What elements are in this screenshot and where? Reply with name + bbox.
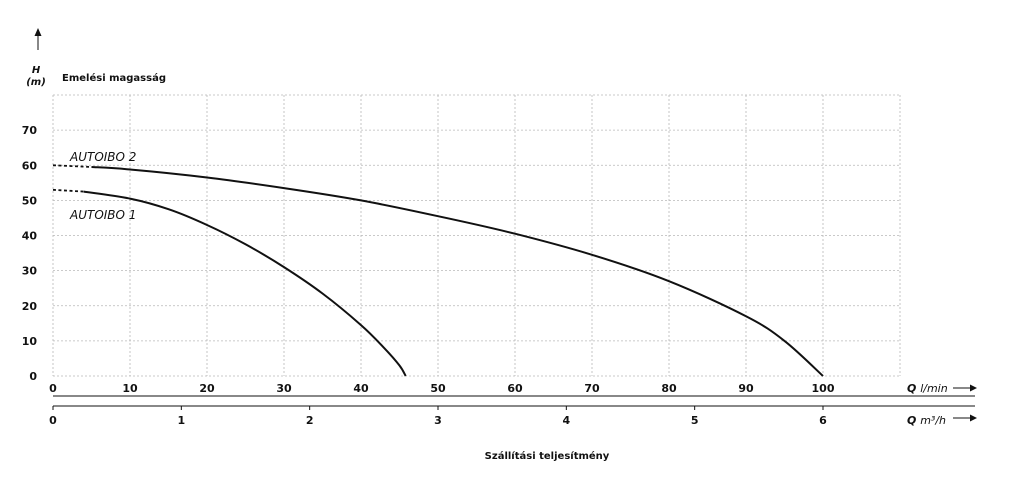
x2-tick-label: 6 xyxy=(819,414,827,427)
grid xyxy=(52,94,901,377)
x-tick-label: 30 xyxy=(276,382,292,395)
axes xyxy=(34,28,977,422)
x-tick-label: 0 xyxy=(49,382,57,395)
x-axis-title: Szállítási teljesítmény xyxy=(485,450,610,462)
x-tick-label: 40 xyxy=(353,382,369,395)
y-axis-title: Emelési magasság xyxy=(62,72,166,84)
y-tick-label: 60 xyxy=(22,159,38,172)
y-tick-label: 30 xyxy=(22,265,38,278)
x-arrow-secondary-head xyxy=(970,414,977,422)
x2-tick-label: 5 xyxy=(691,414,699,427)
x-axis-unit-secondary: Q m³/h xyxy=(907,414,946,427)
x-tick-label: 60 xyxy=(507,382,523,395)
autoibo-2-curve-dashed xyxy=(52,164,92,168)
autoibo-2-curve xyxy=(91,166,824,377)
autoibo-1-curve-dashed xyxy=(52,188,84,193)
chart-labels: 0 10 20 30 40 50 60 70 0 10 20 30 40 50 60 70 80 90 100 0 1 2… xyxy=(22,65,948,462)
y-tick-label: 50 xyxy=(22,194,38,207)
x-arrow-primary-head xyxy=(970,384,977,392)
x-tick-label: 80 xyxy=(661,382,677,395)
y-arrow-head xyxy=(34,28,42,36)
x2-tick-label: 3 xyxy=(434,414,442,427)
y-tick-label: 10 xyxy=(22,335,38,348)
x-tick-label: 10 xyxy=(122,382,138,395)
y-axis-unit: (m) xyxy=(26,77,46,88)
y-axis-symbol: H xyxy=(32,65,41,76)
x2-tick-label: 0 xyxy=(49,414,57,427)
series-label-autoibo-1: AUTOIBO 1 xyxy=(69,208,136,222)
y-tick-label: 0 xyxy=(29,370,37,383)
x-tick-label: 70 xyxy=(584,382,600,395)
x-tick-label: 90 xyxy=(738,382,754,395)
series-curves xyxy=(52,164,824,377)
x-axis-unit-primary: Q l/min xyxy=(907,382,948,395)
x2-tick-label: 1 xyxy=(178,414,186,427)
x-tick-label: 50 xyxy=(430,382,446,395)
x-tick-label: 100 xyxy=(812,382,835,395)
series-label-autoibo-2: AUTOIBO 2 xyxy=(69,150,136,164)
y-tick-label: 40 xyxy=(22,230,38,243)
x-tick-label: 20 xyxy=(199,382,215,395)
x2-tick-label: 4 xyxy=(563,414,571,427)
x2-tick-label: 2 xyxy=(306,414,314,427)
y-tick-label: 70 xyxy=(22,124,38,137)
autoibo-1-curve xyxy=(83,190,407,377)
y-tick-label: 20 xyxy=(22,300,38,313)
